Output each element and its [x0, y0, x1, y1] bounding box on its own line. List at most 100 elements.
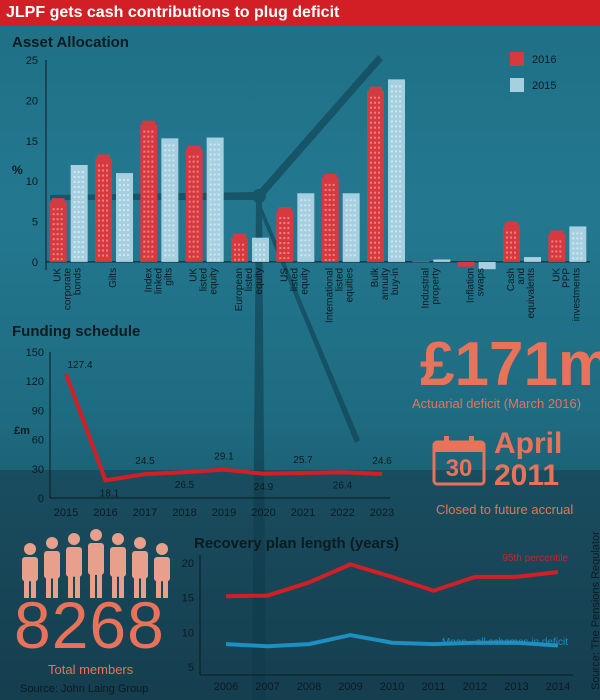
window: [345, 239, 348, 242]
window: [370, 176, 372, 179]
window: [378, 186, 380, 189]
legend-label-2016: 2016: [532, 54, 556, 66]
window: [143, 130, 146, 133]
window: [60, 213, 63, 216]
window: [217, 208, 220, 211]
window: [391, 110, 393, 113]
window: [192, 210, 195, 213]
window: [304, 214, 307, 217]
window: [287, 232, 290, 235]
window: [147, 215, 150, 218]
window: [395, 150, 397, 153]
window: [217, 213, 220, 216]
window: [576, 257, 579, 260]
window: [77, 171, 80, 173]
bar-2016: [548, 234, 566, 262]
window: [192, 225, 195, 228]
y-axis-label: £m: [14, 425, 30, 437]
window: [391, 100, 393, 103]
window: [106, 239, 108, 242]
window: [328, 233, 331, 236]
window: [263, 243, 265, 246]
window: [300, 229, 303, 232]
window: [143, 255, 146, 258]
window: [217, 228, 220, 231]
window: [374, 131, 376, 134]
person-leg: [134, 576, 139, 598]
person-head: [156, 543, 168, 555]
window: [391, 120, 393, 123]
window: [391, 185, 393, 188]
window: [106, 169, 108, 172]
window: [391, 170, 393, 173]
window: [395, 240, 397, 243]
window: [378, 136, 380, 139]
window: [304, 254, 307, 257]
window: [151, 185, 154, 188]
window: [147, 155, 150, 158]
window: [151, 215, 154, 218]
window: [52, 258, 55, 261]
category-label: USlistedequity: [279, 268, 310, 295]
window: [217, 163, 220, 166]
window: [106, 249, 108, 252]
window: [192, 155, 195, 158]
window: [287, 222, 290, 225]
deficit-label: Actuarial deficit (March 2016): [412, 396, 582, 411]
window: [119, 194, 121, 197]
bar-2015: [116, 173, 133, 262]
window: [209, 258, 212, 261]
window: [52, 243, 55, 246]
window: [106, 229, 108, 232]
window: [213, 223, 216, 226]
window: [370, 196, 372, 199]
window: [300, 224, 303, 227]
person-leg: [90, 572, 95, 598]
window: [345, 224, 348, 227]
window: [164, 179, 167, 182]
window: [81, 171, 84, 173]
window: [378, 141, 380, 144]
window: [324, 208, 327, 211]
window: [353, 254, 356, 257]
building-roof: [550, 230, 564, 235]
window: [324, 218, 327, 221]
y-tick-label: 15: [182, 593, 194, 605]
window: [98, 164, 100, 167]
window: [60, 233, 63, 236]
category-label-line: bonds: [73, 268, 84, 295]
window: [127, 189, 129, 192]
window: [378, 121, 380, 124]
window: [283, 257, 286, 260]
window: [370, 256, 372, 259]
window: [353, 214, 356, 217]
window: [127, 184, 129, 187]
window: [209, 153, 212, 156]
window: [391, 250, 393, 253]
person-leg: [141, 576, 146, 598]
window: [209, 168, 212, 171]
members-value: 8268: [14, 588, 165, 662]
window: [119, 234, 121, 237]
window: [308, 204, 311, 207]
window: [196, 175, 199, 178]
window: [106, 244, 108, 247]
window: [374, 96, 376, 99]
window: [349, 209, 352, 212]
window: [391, 135, 393, 138]
window: [102, 224, 104, 227]
building-windows: [73, 171, 84, 258]
bar-2016: [503, 225, 520, 262]
window: [370, 106, 372, 109]
window: [399, 200, 401, 203]
x-tick-label: 2009: [338, 681, 362, 693]
window: [77, 241, 80, 243]
window: [188, 195, 191, 198]
window: [188, 255, 191, 258]
person-body: [66, 547, 82, 577]
window: [77, 196, 80, 198]
window: [374, 231, 376, 234]
window: [102, 249, 104, 252]
window: [213, 203, 216, 206]
window: [143, 135, 146, 138]
